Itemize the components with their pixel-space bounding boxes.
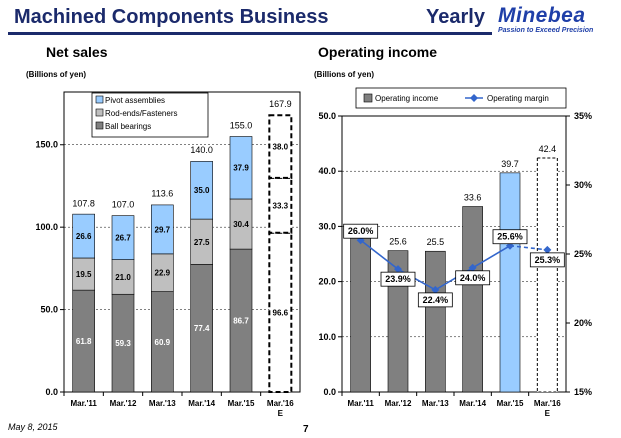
- net-sales-segment-label: 26.6: [76, 232, 92, 241]
- operating-income-y-tick-label: 30.0: [318, 221, 336, 231]
- operating-margin-legend-label: Operating margin: [487, 94, 549, 103]
- operating-income-y-tick-label: 40.0: [318, 166, 336, 176]
- operating-income-y-tick-label: 20.0: [318, 277, 336, 287]
- operating-margin-label: 25.3%: [535, 255, 561, 265]
- net-sales-legend-label: Rod-ends/Fasteners: [105, 109, 177, 118]
- net-sales-y-tick-label: 50.0: [40, 305, 58, 315]
- net-sales-legend-swatch: [96, 96, 103, 103]
- operating-income-value-label: 39.7: [501, 159, 519, 169]
- net-sales-total-label: 140.0: [190, 145, 213, 155]
- operating-margin-y-tick-label: 35%: [574, 111, 592, 121]
- net-sales-legend-label: Pivot assemblies: [105, 96, 165, 105]
- net-sales-category-label: Mar.'12: [110, 399, 137, 408]
- net-sales-segment-label: 86.7: [233, 317, 249, 326]
- operating-income-legend: Operating income Operating margin: [356, 88, 566, 108]
- net-sales-segment-label: 77.4: [194, 324, 210, 333]
- net-sales-segment-label: 38.0: [273, 143, 289, 152]
- operating-income-bar: [463, 207, 483, 392]
- operating-margin-y-tick-label: 30%: [574, 180, 592, 190]
- page-number: 7: [303, 424, 309, 435]
- operating-income-category-label: Mar.'15: [497, 399, 524, 408]
- operating-income-category-label: Mar.'16: [534, 399, 561, 408]
- operating-margin-y-tick-label: 15%: [574, 387, 592, 397]
- operating-margin-y-tick-label: 25%: [574, 249, 592, 259]
- net-sales-segment-label: 33.3: [273, 201, 289, 210]
- net-sales-segment-label: 22.9: [155, 269, 171, 278]
- operating-income-legend-label: Operating income: [375, 94, 439, 103]
- operating-margin-y-tick-label: 20%: [574, 318, 592, 328]
- net-sales-segment-label: 29.7: [155, 225, 171, 234]
- operating-income-estimate-note: E: [545, 409, 551, 418]
- operating-income-y-tick-label: 0.0: [323, 387, 336, 397]
- net-sales-segment-label: 30.4: [233, 220, 249, 229]
- operating-income-value-label: 25.6: [389, 237, 407, 247]
- net-sales-segment-label: 60.9: [155, 338, 171, 347]
- net-sales-category-label: Mar.'11: [70, 399, 97, 408]
- operating-margin-label: 22.4%: [423, 295, 449, 305]
- net-sales-segment-label: 27.5: [194, 238, 210, 247]
- operating-income-bar: [500, 173, 520, 392]
- net-sales-segment-label: 96.6: [273, 308, 289, 317]
- charts-canvas: 0.0 50.0 100.0 150.0 61.8 19.5 26.6 107.8 Mar.'1…: [0, 0, 621, 438]
- operating-income-bar: [351, 237, 371, 392]
- operating-income-bar: [537, 158, 557, 392]
- net-sales-y-tick-label: 150.0: [35, 140, 58, 150]
- net-sales-y-tick-label: 100.0: [35, 222, 58, 232]
- operating-margin-label: 26.0%: [348, 226, 374, 236]
- operating-income-value-label: 25.5: [427, 237, 445, 247]
- operating-income-bar: [425, 251, 445, 392]
- operating-income-legend-swatch: [364, 94, 372, 102]
- operating-income-category-label: Mar.'14: [459, 399, 486, 408]
- net-sales-category-label: Mar.'16: [267, 399, 294, 408]
- net-sales-y-tick-label: 0.0: [45, 387, 58, 397]
- operating-income-category-label: Mar.'11: [347, 399, 374, 408]
- operating-income-y-tick-label: 50.0: [318, 111, 336, 121]
- net-sales-total-label: 155.0: [230, 121, 253, 131]
- net-sales-category-label: Mar.'15: [228, 399, 255, 408]
- net-sales-legend-swatch: [96, 122, 103, 129]
- operating-income-y-tick-label: 10.0: [318, 332, 336, 342]
- operating-income-value-label: 42.4: [539, 144, 557, 154]
- net-sales-total-label: 107.8: [72, 198, 95, 208]
- footer-date: May 8, 2015: [8, 422, 58, 432]
- operating-margin-label: 24.0%: [460, 273, 486, 283]
- net-sales-segment-label: 59.3: [115, 339, 131, 348]
- net-sales-legend-label: Ball bearings: [105, 122, 151, 131]
- net-sales-legend-swatch: [96, 109, 103, 116]
- net-sales-total-label: 107.0: [112, 200, 135, 210]
- operating-margin-label: 25.6%: [497, 232, 523, 242]
- operating-income-value-label: 33.6: [464, 193, 482, 203]
- net-sales-segment-label: 61.8: [76, 337, 92, 346]
- operating-margin-label: 23.9%: [385, 274, 411, 284]
- net-sales-segment-label: 37.9: [233, 164, 249, 173]
- net-sales-total-label: 113.6: [151, 189, 173, 199]
- operating-income-category-label: Mar.'13: [422, 399, 449, 408]
- net-sales-legend: Pivot assemblies Rod-ends/Fasteners Ball b…: [92, 93, 208, 137]
- net-sales-category-label: Mar.'14: [188, 399, 215, 408]
- net-sales-segment-label: 26.7: [115, 234, 131, 243]
- net-sales-estimate-note: E: [278, 409, 284, 418]
- net-sales-total-label: 167.9: [269, 99, 292, 109]
- net-sales-segment-label: 35.0: [194, 186, 210, 195]
- operating-income-category-label: Mar.'12: [385, 399, 412, 408]
- net-sales-category-label: Mar.'13: [149, 399, 176, 408]
- net-sales-segment-label: 21.0: [115, 273, 131, 282]
- net-sales-segment-label: 19.5: [76, 270, 92, 279]
